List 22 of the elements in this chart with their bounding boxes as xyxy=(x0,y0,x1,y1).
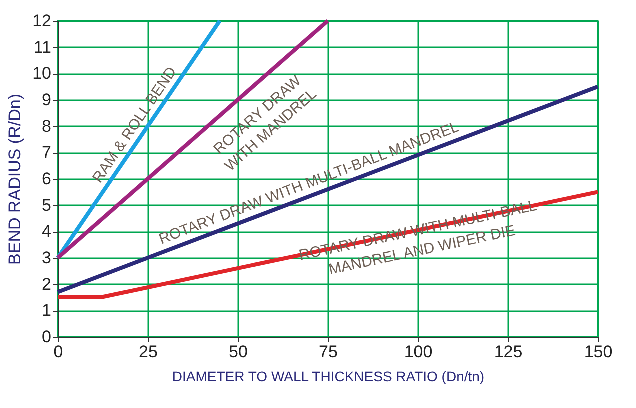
x-tick-label: 0 xyxy=(54,342,64,362)
y-tick-label: 8 xyxy=(42,116,52,136)
y-tick-label: 11 xyxy=(34,38,52,57)
y-tick-label: 10 xyxy=(32,64,52,84)
y-tick-label: 7 xyxy=(42,143,52,162)
x-tick-label: 100 xyxy=(404,342,433,362)
x-tick-label: 25 xyxy=(139,342,158,362)
x-tick-label: 150 xyxy=(584,342,613,362)
x-tick-label: 75 xyxy=(319,342,338,362)
y-tick-label: 12 xyxy=(32,12,52,30)
y-tick-label: 6 xyxy=(42,170,52,188)
y-tick-label: 1 xyxy=(42,301,52,320)
y-tick-label: 0 xyxy=(42,328,52,346)
y-tick-label: 5 xyxy=(42,196,52,215)
y-tick-label: 2 xyxy=(42,274,52,294)
y-tick-label: 3 xyxy=(42,248,52,268)
x-tick-label: 50 xyxy=(229,342,248,362)
y-axis-title: BEND RADIUS (R/Dn) xyxy=(6,94,25,265)
y-tick-label: 9 xyxy=(42,90,52,110)
x-tick-label: 125 xyxy=(494,342,523,362)
x-axis-title: DIAMETER TO WALL THICKNESS RATIO (Dn/tn) xyxy=(172,368,485,384)
y-tick-label: 4 xyxy=(42,222,52,242)
